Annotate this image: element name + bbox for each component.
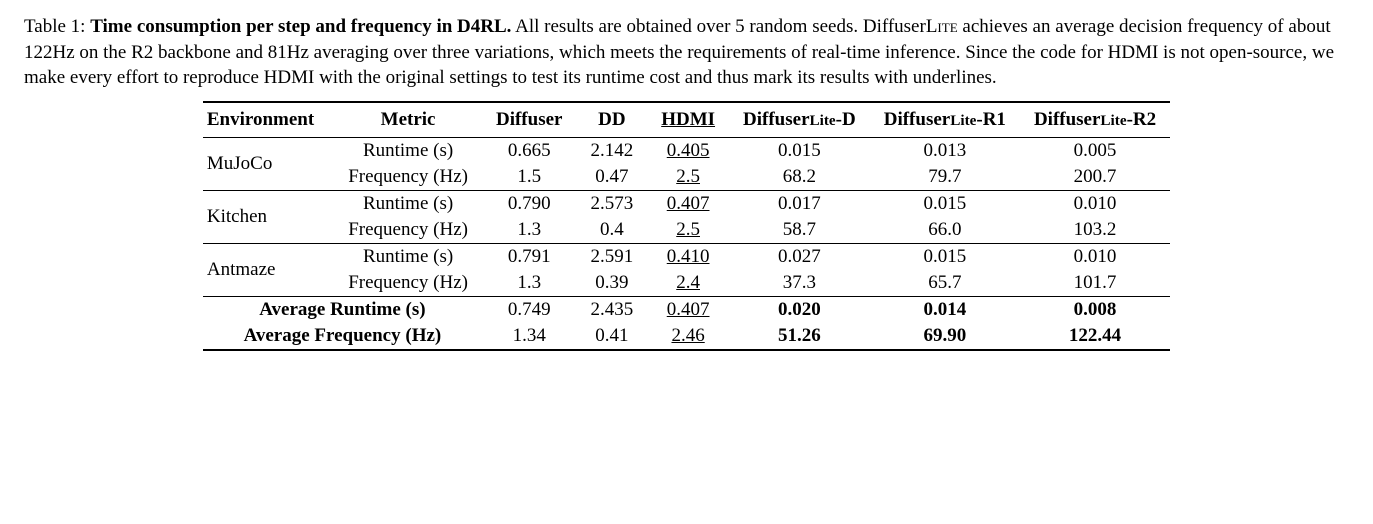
cell: 2.4 bbox=[647, 270, 729, 297]
table-row: Frequency (Hz) 1.5 0.47 2.5 68.2 79.7 20… bbox=[203, 164, 1170, 191]
cell: 0.791 bbox=[482, 243, 576, 270]
cell: 51.26 bbox=[729, 323, 870, 350]
env-antmaze: Antmaze bbox=[203, 243, 334, 296]
cell: 65.7 bbox=[870, 270, 1020, 297]
col-environment: Environment bbox=[203, 102, 334, 138]
cell: 2.591 bbox=[576, 243, 647, 270]
cell: 68.2 bbox=[729, 164, 870, 191]
cell: 1.34 bbox=[482, 323, 576, 350]
header-row: Environment Metric Diffuser DD HDMI Diff… bbox=[203, 102, 1170, 138]
caption-lite-1: Lite bbox=[926, 16, 958, 37]
avg-freq-row: Average Frequency (Hz) 1.34 0.41 2.46 51… bbox=[203, 323, 1170, 350]
cell: 0.790 bbox=[482, 190, 576, 217]
cell: 1.5 bbox=[482, 164, 576, 191]
cell: 2.573 bbox=[576, 190, 647, 217]
cell: 0.008 bbox=[1020, 296, 1170, 323]
cell: 58.7 bbox=[729, 217, 870, 244]
cell: 0.410 bbox=[647, 243, 729, 270]
cell: 0.407 bbox=[647, 190, 729, 217]
cell: 37.3 bbox=[729, 270, 870, 297]
col-diffuser: Diffuser bbox=[482, 102, 576, 138]
caption-lead: Table 1: bbox=[24, 16, 90, 37]
cell: 101.7 bbox=[1020, 270, 1170, 297]
col-metric: Metric bbox=[334, 102, 482, 138]
cell: 79.7 bbox=[870, 164, 1020, 191]
cell: 0.005 bbox=[1020, 137, 1170, 164]
env-mujoco: MuJoCo bbox=[203, 137, 334, 190]
cell: 0.749 bbox=[482, 296, 576, 323]
col-dd: DD bbox=[576, 102, 647, 138]
cell: 0.014 bbox=[870, 296, 1020, 323]
cell: 2.5 bbox=[647, 217, 729, 244]
cell: 200.7 bbox=[1020, 164, 1170, 191]
cell: 2.435 bbox=[576, 296, 647, 323]
metric-runtime: Runtime (s) bbox=[334, 190, 482, 217]
cell: 0.013 bbox=[870, 137, 1020, 164]
col-diffuserlite-r2: DiffuserLite-R2 bbox=[1020, 102, 1170, 138]
cell: 0.010 bbox=[1020, 190, 1170, 217]
results-table: Environment Metric Diffuser DD HDMI Diff… bbox=[203, 101, 1170, 351]
cell: 2.46 bbox=[647, 323, 729, 350]
table-row: Frequency (Hz) 1.3 0.4 2.5 58.7 66.0 103… bbox=[203, 217, 1170, 244]
table-caption: Table 1: Time consumption per step and f… bbox=[24, 14, 1349, 91]
avg-runtime-row: Average Runtime (s) 0.749 2.435 0.407 0.… bbox=[203, 296, 1170, 323]
cell: 0.010 bbox=[1020, 243, 1170, 270]
metric-runtime: Runtime (s) bbox=[334, 243, 482, 270]
col-diffuserlite-d: DiffuserLite-D bbox=[729, 102, 870, 138]
cell: 0.015 bbox=[870, 243, 1020, 270]
cell: 0.47 bbox=[576, 164, 647, 191]
cell: 1.3 bbox=[482, 270, 576, 297]
cell: 69.90 bbox=[870, 323, 1020, 350]
table-row: Kitchen Runtime (s) 0.790 2.573 0.407 0.… bbox=[203, 190, 1170, 217]
avg-freq-label: Average Frequency (Hz) bbox=[203, 323, 482, 350]
caption-body-1: All results are obtained over 5 random s… bbox=[511, 16, 925, 37]
cell: 103.2 bbox=[1020, 217, 1170, 244]
metric-freq: Frequency (Hz) bbox=[334, 270, 482, 297]
cell: 0.41 bbox=[576, 323, 647, 350]
cell: 0.017 bbox=[729, 190, 870, 217]
cell: 0.020 bbox=[729, 296, 870, 323]
table-row: Frequency (Hz) 1.3 0.39 2.4 37.3 65.7 10… bbox=[203, 270, 1170, 297]
cell: 0.407 bbox=[647, 296, 729, 323]
cell: 0.39 bbox=[576, 270, 647, 297]
cell: 0.015 bbox=[870, 190, 1020, 217]
cell: 0.4 bbox=[576, 217, 647, 244]
cell: 0.405 bbox=[647, 137, 729, 164]
col-diffuserlite-r1: DiffuserLite-R1 bbox=[870, 102, 1020, 138]
caption-title: Time consumption per step and frequency … bbox=[90, 16, 511, 37]
cell: 0.015 bbox=[729, 137, 870, 164]
cell: 122.44 bbox=[1020, 323, 1170, 350]
cell: 2.142 bbox=[576, 137, 647, 164]
cell: 0.027 bbox=[729, 243, 870, 270]
table-row: Antmaze Runtime (s) 0.791 2.591 0.410 0.… bbox=[203, 243, 1170, 270]
metric-freq: Frequency (Hz) bbox=[334, 217, 482, 244]
cell: 66.0 bbox=[870, 217, 1020, 244]
env-kitchen: Kitchen bbox=[203, 190, 334, 243]
cell: 1.3 bbox=[482, 217, 576, 244]
col-hdmi: HDMI bbox=[647, 102, 729, 138]
metric-freq: Frequency (Hz) bbox=[334, 164, 482, 191]
metric-runtime: Runtime (s) bbox=[334, 137, 482, 164]
avg-runtime-label: Average Runtime (s) bbox=[203, 296, 482, 323]
cell: 2.5 bbox=[647, 164, 729, 191]
cell: 0.665 bbox=[482, 137, 576, 164]
table-row: MuJoCo Runtime (s) 0.665 2.142 0.405 0.0… bbox=[203, 137, 1170, 164]
